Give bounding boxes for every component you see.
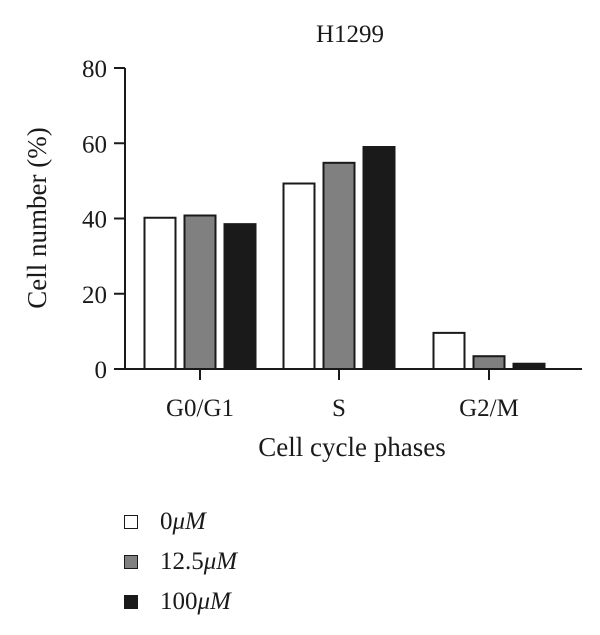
y-tick-label-2: 40 <box>82 207 107 234</box>
bar-s-series-1 <box>322 161 356 370</box>
legend-label-1: 12.5μM <box>160 548 237 576</box>
y-tick-label-1: 20 <box>82 282 107 309</box>
bar-g0-g1-series-1 <box>183 214 217 370</box>
legend-value-1: 12.5 <box>160 548 204 575</box>
legend-unit-0: μM <box>172 508 206 535</box>
chart: H1299 0 20 40 60 80 G0/G1 S G2/M Cell number (… <box>22 21 582 462</box>
chart-title: H1299 <box>316 21 384 48</box>
x-tick-label-1: S <box>332 395 346 422</box>
y-tick-label-4: 80 <box>82 56 107 83</box>
legend-item-0: 0μM <box>124 502 237 542</box>
bars <box>143 146 546 371</box>
legend-item-2: 100μM <box>124 582 237 622</box>
bar-g2-m-series-1 <box>472 355 506 370</box>
bar-g2-m-series-2 <box>512 362 546 371</box>
legend-swatch-2 <box>124 595 138 609</box>
legend: 0μM 12.5μM 100μM <box>124 502 237 622</box>
bar-s-series-0 <box>282 182 316 370</box>
legend-label-2: 100μM <box>160 588 231 616</box>
bar-g0-g1-series-0 <box>143 216 177 370</box>
bar-g0-g1-series-2 <box>223 223 257 370</box>
y-tick-label-0: 0 <box>95 357 108 384</box>
legend-label-0: 0μM <box>160 508 206 536</box>
legend-value-2: 100 <box>160 588 198 615</box>
bar-s-series-2 <box>362 146 396 370</box>
x-tick-label-2: G2/M <box>459 395 519 422</box>
y-ticks: 0 20 40 60 80 <box>82 56 125 384</box>
x-tick-label-0: G0/G1 <box>166 395 234 422</box>
x-axis-label: Cell cycle phases <box>258 432 445 462</box>
y-tick-label-3: 60 <box>82 131 107 158</box>
legend-unit-2: μM <box>197 588 231 615</box>
legend-unit-1: μM <box>203 548 238 575</box>
legend-swatch-1 <box>124 555 138 569</box>
x-ticks: G0/G1 S G2/M <box>166 369 519 422</box>
y-axis-label: Cell number (%) <box>22 127 52 308</box>
legend-swatch-0 <box>124 515 138 529</box>
legend-value-0: 0 <box>160 508 173 535</box>
bar-g2-m-series-0 <box>432 331 466 371</box>
legend-item-1: 12.5μM <box>124 542 237 582</box>
